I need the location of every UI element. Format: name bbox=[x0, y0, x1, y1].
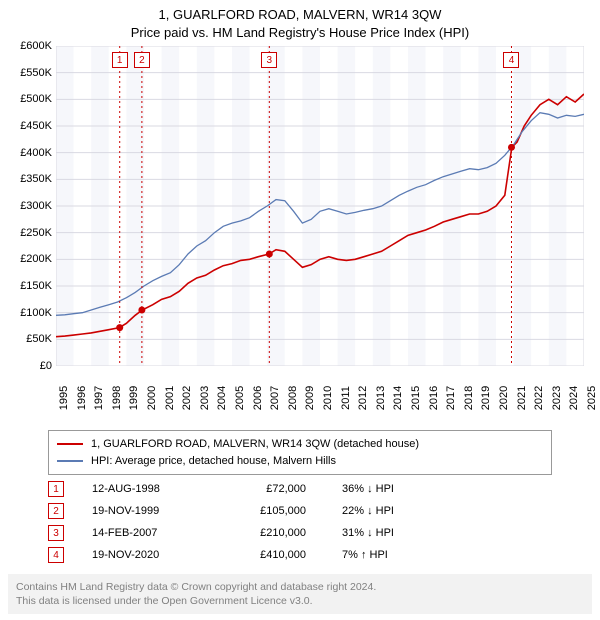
chart-title-subtitle: Price paid vs. HM Land Registry's House … bbox=[0, 24, 600, 42]
y-tick-label: £550K bbox=[10, 67, 52, 79]
x-tick-label: 2024 bbox=[566, 386, 580, 410]
y-tick-label: £350K bbox=[10, 173, 52, 185]
y-tick-label: £300K bbox=[10, 200, 52, 212]
event-number-box: 1 bbox=[48, 481, 64, 497]
event-row: 2 19-NOV-1999£105,00022% ↓ HPI bbox=[48, 500, 452, 522]
event-delta: 31% ↓ HPI bbox=[342, 527, 452, 539]
x-tick-label: 2001 bbox=[162, 386, 176, 410]
y-tick-label: £450K bbox=[10, 120, 52, 132]
page-root: 1, GUARLFORD ROAD, MALVERN, WR14 3QW Pri… bbox=[0, 0, 600, 620]
event-date: 14-FEB-2007 bbox=[92, 527, 232, 539]
attribution-box: Contains HM Land Registry data © Crown c… bbox=[8, 574, 592, 614]
x-tick-label: 1999 bbox=[126, 386, 140, 410]
x-tick-label: 2008 bbox=[285, 386, 299, 410]
event-price: £105,000 bbox=[232, 505, 342, 517]
x-tick-label: 2016 bbox=[426, 386, 440, 410]
x-tick-label: 2014 bbox=[390, 386, 404, 410]
x-tick-label: 2023 bbox=[549, 386, 563, 410]
x-tick-label: 1995 bbox=[56, 386, 70, 410]
y-tick-label: £100K bbox=[10, 307, 52, 319]
event-number-box: 3 bbox=[48, 525, 64, 541]
x-tick-label: 1997 bbox=[91, 386, 105, 410]
legend-label-2: HPI: Average price, detached house, Malv… bbox=[91, 453, 336, 470]
x-tick-label: 2012 bbox=[355, 386, 369, 410]
event-date: 19-NOV-1999 bbox=[92, 505, 232, 517]
event-number-box: 4 bbox=[48, 547, 64, 563]
x-tick-label: 2020 bbox=[496, 386, 510, 410]
event-row: 3 14-FEB-2007£210,00031% ↓ HPI bbox=[48, 522, 452, 544]
legend: 1, GUARLFORD ROAD, MALVERN, WR14 3QW (de… bbox=[48, 430, 552, 475]
x-tick-label: 2007 bbox=[267, 386, 281, 410]
x-tick-label: 2018 bbox=[461, 386, 475, 410]
x-tick-label: 2015 bbox=[408, 386, 422, 410]
event-row: 1 12-AUG-1998£72,00036% ↓ HPI bbox=[48, 478, 452, 500]
x-axis: 1995 19961997 19981999 2000 20012002 20032004… bbox=[56, 368, 584, 414]
event-date: 19-NOV-2020 bbox=[92, 549, 232, 561]
chart-title-block: 1, GUARLFORD ROAD, MALVERN, WR14 3QW Pri… bbox=[0, 0, 600, 41]
events-table: 1 12-AUG-1998£72,00036% ↓ HPI 2 19-NOV-1999… bbox=[48, 478, 452, 566]
y-axis: £0£50K£100K£150K£200K£250K£300K£350K£400… bbox=[8, 46, 52, 366]
x-tick-label: 2004 bbox=[214, 386, 228, 410]
attribution-line-2: This data is licensed under the Open Gov… bbox=[16, 594, 584, 608]
y-tick-label: £50K bbox=[10, 333, 52, 345]
y-tick-label: £250K bbox=[10, 227, 52, 239]
x-tick-label: 2003 bbox=[197, 386, 211, 410]
y-tick-label: £0 bbox=[10, 360, 52, 372]
y-tick-label: £200K bbox=[10, 253, 52, 265]
x-tick-label: 2011 bbox=[338, 386, 352, 410]
event-price: £210,000 bbox=[232, 527, 342, 539]
attribution-line-1: Contains HM Land Registry data © Crown c… bbox=[16, 580, 584, 594]
x-tick-label: 2005 bbox=[232, 386, 246, 410]
legend-label-1: 1, GUARLFORD ROAD, MALVERN, WR14 3QW (de… bbox=[91, 436, 419, 453]
y-tick-label: £400K bbox=[10, 147, 52, 159]
x-tick-label: 2019 bbox=[478, 386, 492, 410]
event-number-box: 2 bbox=[48, 503, 64, 519]
chart-plot bbox=[56, 46, 584, 366]
x-tick-label: 2000 bbox=[144, 386, 158, 410]
x-tick-label: 1996 bbox=[74, 386, 88, 410]
x-tick-label: 2017 bbox=[443, 386, 457, 410]
x-tick-label: 2009 bbox=[302, 386, 316, 410]
x-tick-label: 2022 bbox=[531, 386, 545, 410]
event-row: 4 19-NOV-2020£410,0007% ↑ HPI bbox=[48, 544, 452, 566]
y-tick-label: £150K bbox=[10, 280, 52, 292]
event-price: £410,000 bbox=[232, 549, 342, 561]
legend-item-series-2: HPI: Average price, detached house, Malv… bbox=[57, 453, 543, 470]
x-tick-label: 2010 bbox=[320, 386, 334, 410]
chart-title-address: 1, GUARLFORD ROAD, MALVERN, WR14 3QW bbox=[0, 6, 600, 24]
x-tick-label: 2002 bbox=[179, 386, 193, 410]
x-tick-label: 2025 bbox=[584, 386, 598, 410]
y-tick-label: £500K bbox=[10, 93, 52, 105]
event-date: 12-AUG-1998 bbox=[92, 483, 232, 495]
event-delta: 7% ↑ HPI bbox=[342, 549, 452, 561]
x-tick-label: 2013 bbox=[373, 386, 387, 410]
x-tick-label: 2006 bbox=[250, 386, 264, 410]
x-tick-label: 2021 bbox=[514, 386, 528, 410]
event-price: £72,000 bbox=[232, 483, 342, 495]
legend-swatch-1 bbox=[57, 443, 83, 445]
y-tick-label: £600K bbox=[10, 40, 52, 52]
x-tick-label: 1998 bbox=[109, 386, 123, 410]
legend-item-series-1: 1, GUARLFORD ROAD, MALVERN, WR14 3QW (de… bbox=[57, 436, 543, 453]
event-delta: 22% ↓ HPI bbox=[342, 505, 452, 517]
legend-swatch-2 bbox=[57, 460, 83, 462]
event-delta: 36% ↓ HPI bbox=[342, 483, 452, 495]
chart-area: £0 £50K £100K £150K £200K £250K £300K £350K £400… bbox=[8, 46, 592, 416]
